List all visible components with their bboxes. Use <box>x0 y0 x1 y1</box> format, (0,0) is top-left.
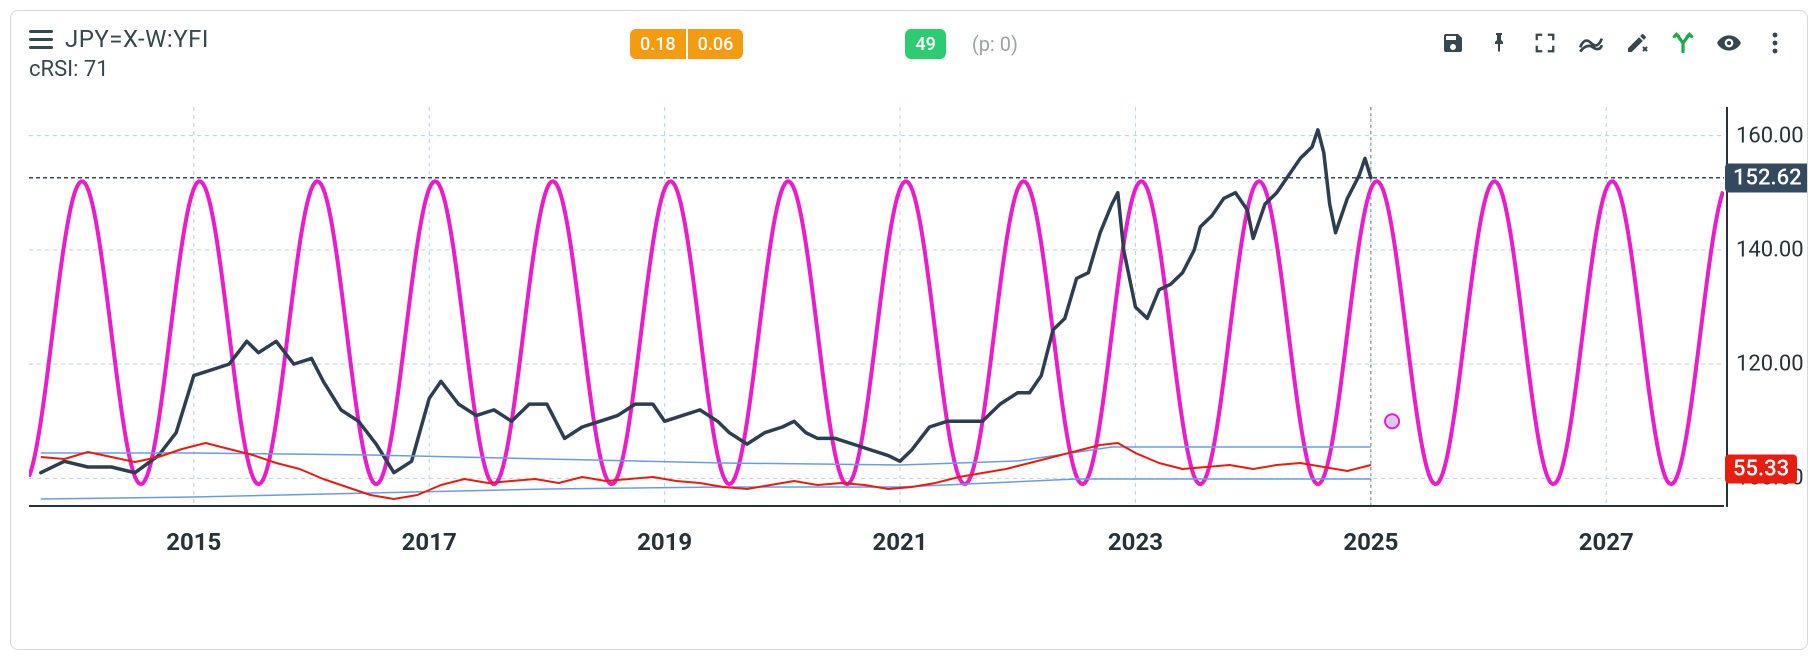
x-tick-label: 2023 <box>1108 528 1163 556</box>
p-text: (p: 0) <box>972 32 1018 56</box>
badge-orange-2[interactable]: 0.06 <box>688 29 744 59</box>
y-tick-label: 160.00 <box>1736 123 1804 148</box>
y-tick-label: 140.00 <box>1736 237 1804 262</box>
edit-icon[interactable] <box>1623 29 1651 57</box>
more-icon[interactable] <box>1761 29 1789 57</box>
y-tick-label: 120.00 <box>1736 352 1804 377</box>
toolbar-left: JPY=X-W:YFI cRSI: 71 <box>29 25 209 82</box>
x-tick-label: 2017 <box>402 528 457 556</box>
fullscreen-icon[interactable] <box>1531 29 1559 57</box>
toolbar-center: 0.18 0.06 49 (p: 0) <box>630 29 1018 59</box>
current-price-tag: 152.62 <box>1725 163 1808 192</box>
x-tick-label: 2019 <box>637 528 692 556</box>
branch-icon[interactable] <box>1669 29 1697 57</box>
x-tick-label: 2021 <box>872 528 927 556</box>
x-tick-label: 2015 <box>166 528 221 556</box>
toolbar-right <box>1439 29 1789 57</box>
orange-badges: 0.18 0.06 <box>630 29 743 59</box>
x-tick-label: 2027 <box>1579 528 1634 556</box>
save-icon[interactable] <box>1439 29 1467 57</box>
crsi-label: cRSI: 71 <box>29 57 209 82</box>
chart-area[interactable]: 2015 2017 2019 2021 2023 2025 2027 <box>29 107 1724 597</box>
x-axis: 2015 2017 2019 2021 2023 2025 2027 <box>29 512 1724 572</box>
eye-icon[interactable] <box>1715 29 1743 57</box>
x-tick-label: 2025 <box>1343 528 1398 556</box>
pin-icon[interactable] <box>1485 29 1513 57</box>
symbol-title[interactable]: JPY=X-W:YFI <box>65 25 209 53</box>
rsi-value-tag: 55.33 <box>1725 455 1797 484</box>
menu-icon[interactable] <box>29 27 53 51</box>
badge-orange-1[interactable]: 0.18 <box>630 29 686 59</box>
chart-panel: JPY=X-W:YFI cRSI: 71 0.18 0.06 49 (p: 0) <box>10 10 1808 650</box>
title-row: JPY=X-W:YFI <box>29 25 209 53</box>
chart-svg <box>29 107 1724 505</box>
toolbar: JPY=X-W:YFI cRSI: 71 0.18 0.06 49 (p: 0) <box>11 11 1807 101</box>
badge-green[interactable]: 49 <box>905 29 945 59</box>
plot[interactable] <box>29 107 1724 507</box>
lines-icon[interactable] <box>1577 29 1605 57</box>
